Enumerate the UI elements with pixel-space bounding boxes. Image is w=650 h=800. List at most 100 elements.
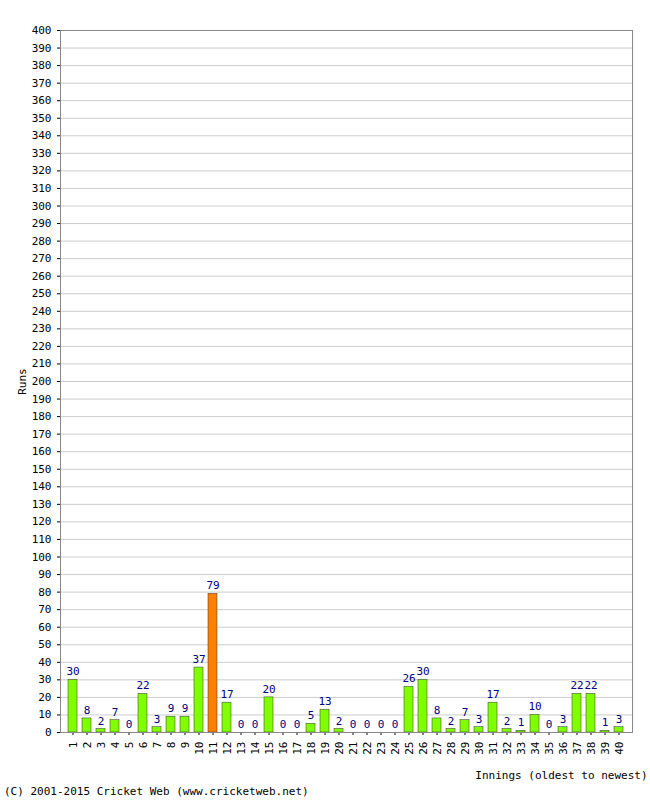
svg-text:10: 10	[193, 742, 206, 755]
svg-text:24: 24	[389, 741, 402, 755]
svg-text:1: 1	[602, 716, 609, 729]
svg-text:5: 5	[123, 742, 136, 749]
svg-text:16: 16	[277, 742, 290, 755]
svg-text:27: 27	[431, 742, 444, 755]
svg-text:13: 13	[235, 742, 248, 755]
svg-text:60: 60	[38, 621, 51, 634]
svg-text:9: 9	[179, 742, 192, 749]
svg-text:22: 22	[570, 679, 583, 692]
svg-text:110: 110	[32, 533, 52, 546]
svg-text:2: 2	[336, 715, 343, 728]
svg-text:31: 31	[487, 742, 500, 755]
svg-text:350: 350	[32, 112, 52, 125]
svg-text:370: 370	[32, 77, 52, 90]
svg-text:13: 13	[318, 695, 331, 708]
svg-text:8: 8	[165, 742, 178, 749]
svg-text:28: 28	[445, 742, 458, 755]
svg-text:0: 0	[238, 718, 245, 731]
svg-text:0: 0	[350, 718, 357, 731]
svg-text:0: 0	[546, 718, 553, 731]
svg-text:34: 34	[529, 741, 542, 755]
svg-text:Innings (oldest to newest): Innings (oldest to newest)	[475, 769, 647, 782]
svg-text:17: 17	[486, 688, 499, 701]
svg-text:290: 290	[32, 217, 52, 230]
svg-text:140: 140	[32, 480, 52, 493]
svg-text:19: 19	[319, 742, 332, 755]
svg-text:390: 390	[32, 42, 52, 55]
svg-text:330: 330	[32, 147, 52, 160]
svg-text:21: 21	[347, 742, 360, 755]
svg-text:12: 12	[221, 742, 234, 755]
svg-text:22: 22	[584, 679, 597, 692]
svg-text:3: 3	[616, 713, 623, 726]
svg-text:30: 30	[38, 673, 51, 686]
svg-text:20: 20	[38, 691, 51, 704]
svg-text:130: 130	[32, 498, 52, 511]
svg-text:40: 40	[38, 656, 51, 669]
svg-text:0: 0	[364, 718, 371, 731]
svg-text:20: 20	[262, 683, 275, 696]
svg-text:38: 38	[585, 742, 598, 755]
svg-text:380: 380	[32, 59, 52, 72]
svg-text:8: 8	[84, 704, 91, 717]
svg-text:25: 25	[403, 742, 416, 755]
svg-text:30: 30	[473, 742, 486, 755]
svg-text:2: 2	[504, 715, 511, 728]
svg-text:33: 33	[515, 742, 528, 755]
svg-text:50: 50	[38, 638, 51, 651]
svg-text:11: 11	[207, 742, 220, 755]
svg-text:3: 3	[154, 713, 161, 726]
svg-text:18: 18	[305, 742, 318, 755]
svg-text:15: 15	[263, 742, 276, 755]
svg-text:280: 280	[32, 235, 52, 248]
svg-text:20: 20	[333, 742, 346, 755]
svg-text:32: 32	[501, 742, 514, 755]
svg-text:320: 320	[32, 164, 52, 177]
svg-text:3: 3	[95, 742, 108, 749]
svg-text:300: 300	[32, 200, 52, 213]
svg-text:1: 1	[518, 716, 525, 729]
svg-text:1: 1	[67, 742, 80, 749]
svg-text:37: 37	[192, 653, 205, 666]
svg-text:10: 10	[38, 708, 51, 721]
svg-text:17: 17	[291, 742, 304, 755]
svg-text:220: 220	[32, 340, 52, 353]
svg-text:29: 29	[459, 742, 472, 755]
svg-text:200: 200	[32, 375, 52, 388]
svg-text:79: 79	[206, 579, 219, 592]
svg-text:0: 0	[126, 718, 133, 731]
svg-text:0: 0	[378, 718, 385, 731]
svg-text:3: 3	[476, 713, 483, 726]
svg-text:9: 9	[182, 702, 189, 715]
svg-text:180: 180	[32, 410, 52, 423]
svg-text:26: 26	[417, 742, 430, 755]
svg-text:2: 2	[448, 715, 455, 728]
svg-text:14: 14	[249, 741, 262, 755]
svg-text:5: 5	[308, 709, 315, 722]
svg-text:0: 0	[45, 726, 52, 739]
svg-text:2: 2	[81, 742, 94, 749]
svg-text:17: 17	[220, 688, 233, 701]
svg-text:90: 90	[38, 568, 51, 581]
svg-text:0: 0	[294, 718, 301, 731]
svg-text:7: 7	[112, 706, 119, 719]
svg-text:210: 210	[32, 357, 52, 370]
svg-text:39: 39	[599, 742, 612, 755]
svg-text:310: 310	[32, 182, 52, 195]
svg-text:0: 0	[280, 718, 287, 731]
svg-text:400: 400	[32, 24, 52, 37]
svg-text:2: 2	[98, 715, 105, 728]
svg-text:3: 3	[560, 713, 567, 726]
svg-text:36: 36	[557, 742, 570, 755]
svg-text:70: 70	[38, 603, 51, 616]
svg-text:23: 23	[375, 742, 388, 755]
svg-text:8: 8	[434, 704, 441, 717]
svg-text:0: 0	[252, 718, 259, 731]
svg-text:0: 0	[392, 718, 399, 731]
svg-text:35: 35	[543, 742, 556, 755]
svg-text:6: 6	[137, 742, 150, 749]
svg-text:190: 190	[32, 393, 52, 406]
svg-text:230: 230	[32, 322, 52, 335]
svg-text:170: 170	[32, 428, 52, 441]
svg-text:40: 40	[613, 742, 626, 755]
